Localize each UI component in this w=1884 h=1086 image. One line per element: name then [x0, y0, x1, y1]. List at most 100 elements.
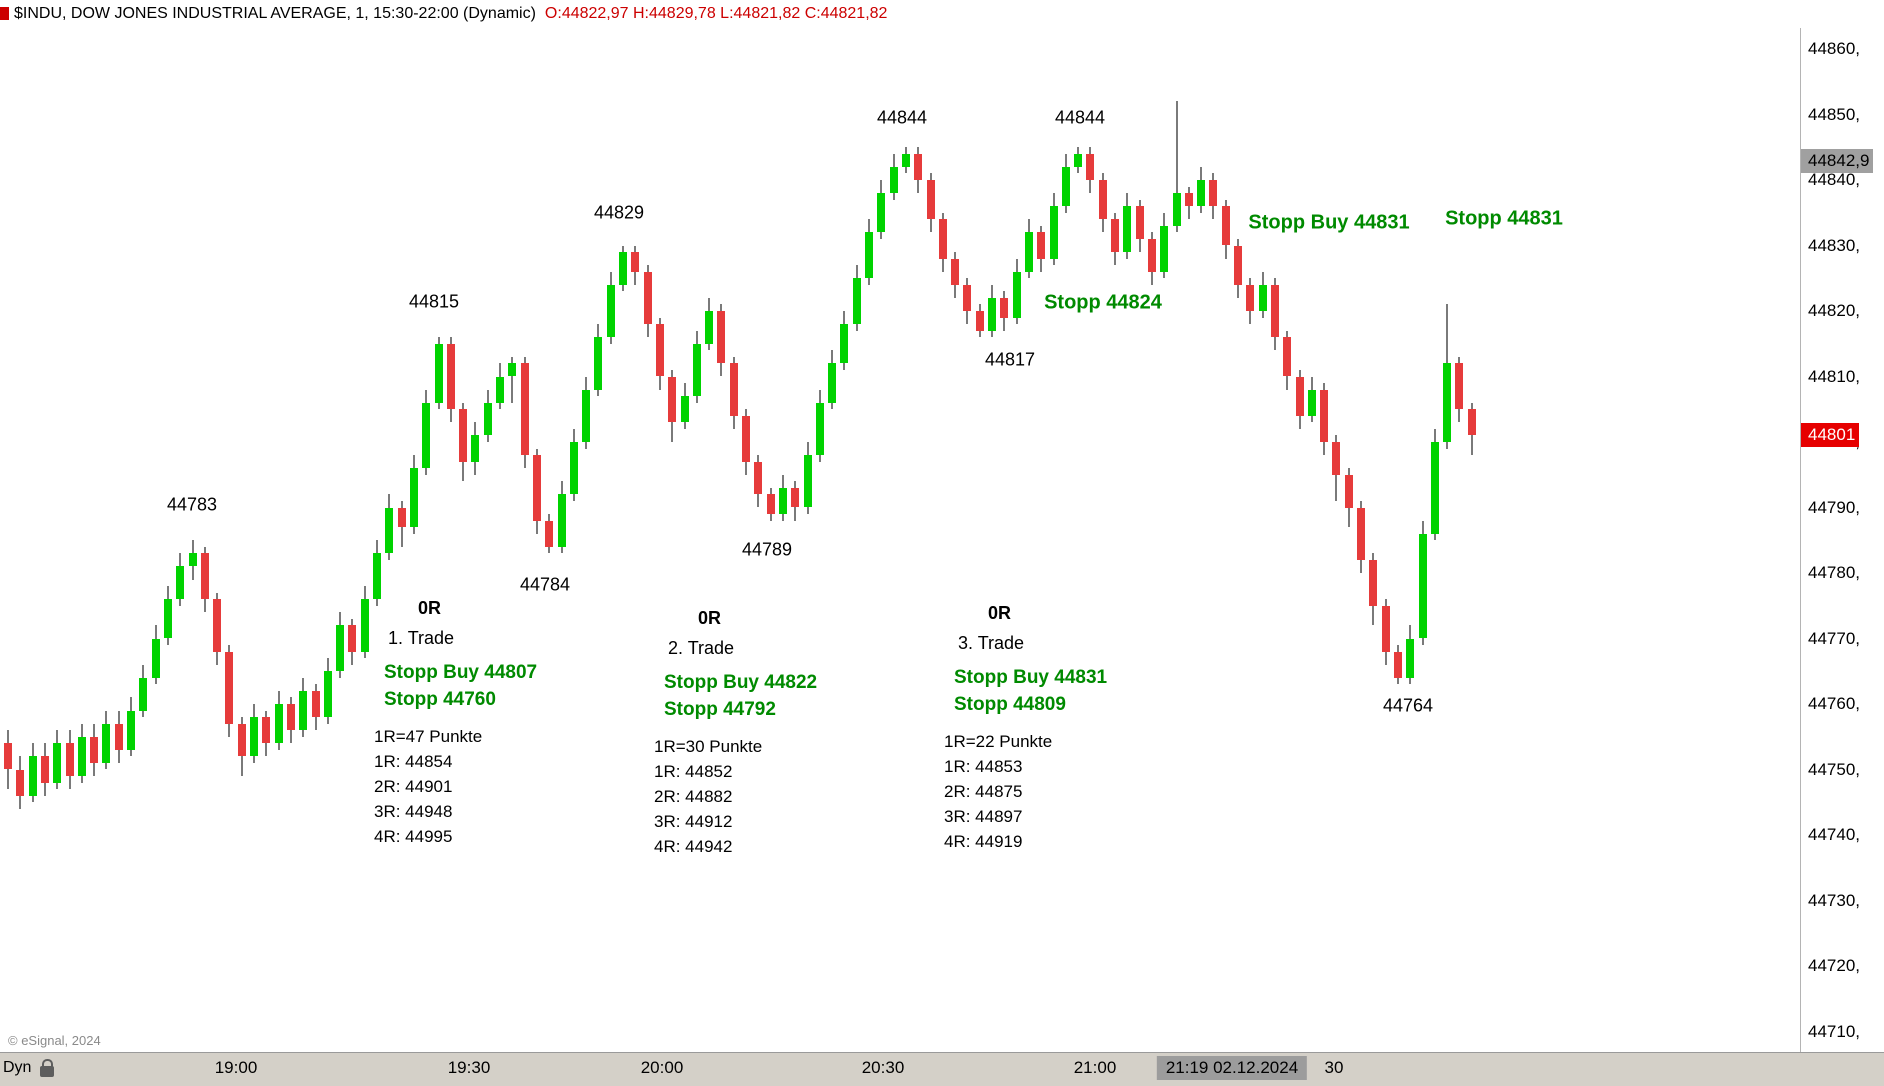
candle-body — [397, 507, 406, 528]
candle-body — [1197, 180, 1206, 207]
price-axis-label: 44750, — [1808, 759, 1860, 779]
target-label: 2R: 44901 — [374, 777, 453, 796]
chart-pane[interactable]: © eSignal, 2024 44783 44815 44829 44784 4484… — [0, 0, 1800, 1053]
target-label: 2R: 44882 — [654, 787, 733, 806]
candle-body — [1332, 442, 1341, 475]
target-label: 1R: 44854 — [374, 752, 453, 771]
candle-body — [1000, 297, 1009, 318]
candle-body — [1135, 206, 1144, 239]
candle-body — [852, 278, 861, 325]
candle-body — [323, 671, 332, 718]
trade-block[interactable]: 0R 2. Trade Stopp Buy 44822 Stopp 44792 1R=3… — [650, 608, 817, 857]
candle-body — [16, 769, 25, 796]
price-axis-label: 44740, — [1808, 825, 1860, 844]
candle-body — [705, 311, 714, 344]
candle-body — [127, 710, 135, 750]
candle-body — [569, 442, 578, 495]
price-annotation[interactable]: 44844 — [1054, 107, 1106, 128]
candle-body — [446, 343, 455, 410]
candle-body — [778, 487, 787, 515]
price-annotation[interactable]: 44764 — [1382, 695, 1434, 716]
reference-price-box: 44842,9 — [1801, 149, 1874, 173]
candle-body — [975, 311, 984, 331]
candle-body — [237, 723, 246, 757]
candle-body — [1086, 153, 1095, 180]
candle-body — [1295, 376, 1304, 416]
candle-body — [53, 743, 62, 783]
trade-block[interactable]: 0R 3. Trade Stopp Buy 44831 Stopp 44809 1R=2… — [940, 603, 1107, 852]
candle-body — [742, 415, 750, 462]
candle-body — [373, 553, 381, 600]
candle-body — [471, 435, 480, 462]
candle-body — [1061, 166, 1070, 207]
candle-body — [692, 343, 701, 397]
candle-body — [1049, 206, 1058, 259]
candle-body — [643, 271, 652, 325]
candle-body — [1209, 180, 1218, 207]
price-annotation[interactable]: 44815 — [408, 291, 460, 312]
candle-body — [803, 455, 812, 508]
candle-body — [631, 252, 640, 272]
stop-label: Stopp 44760 — [384, 689, 496, 710]
price-annotation[interactable]: 44844 — [876, 107, 928, 128]
time-axis[interactable]: Dyn 19:00 19:30 20:00 20:30 21:00 21:19 02.12… — [0, 1052, 1884, 1086]
candle-body — [594, 337, 603, 390]
candle-body — [1160, 225, 1169, 272]
candle-body — [1467, 409, 1476, 436]
stop-annotation[interactable]: Stopp Buy 44831 — [1248, 211, 1410, 234]
candle-body — [766, 494, 775, 515]
candle-body — [901, 153, 910, 167]
price-annotation[interactable]: 44817 — [984, 349, 1036, 370]
target-label: 3R: 44912 — [654, 812, 733, 831]
trade-block[interactable]: 0R 1. Trade Stopp Buy 44807 Stopp 44760 1R=4… — [370, 598, 537, 847]
price-axis-label: 44840, — [1808, 170, 1860, 189]
target-label: 4R: 44919 — [944, 832, 1023, 851]
candle-body — [545, 520, 554, 547]
price-annotation[interactable]: 44789 — [741, 539, 793, 560]
candle-body — [1443, 363, 1452, 442]
price-axis[interactable]: 44860, 44850, 44840, 44830, 44820, 44810, 4480… — [1800, 0, 1884, 1053]
price-annotation[interactable]: 44829 — [593, 202, 645, 223]
candle-body — [274, 704, 283, 744]
candle-body — [348, 625, 357, 652]
candle-body — [1172, 193, 1181, 226]
price-axis-label: 44730, — [1808, 890, 1860, 910]
price-annotation[interactable]: 44784 — [519, 574, 571, 595]
candle-body — [409, 468, 418, 528]
trade-number-label: 3. Trade — [958, 633, 1025, 653]
target-label: 3R: 44948 — [374, 802, 453, 821]
price-axis-label: 44830, — [1808, 235, 1860, 255]
price-axis-label: 44770, — [1808, 628, 1860, 648]
trade-0r-label: 0R — [698, 608, 722, 628]
current-time-box: 21:19 02.12.2024 — [1156, 1056, 1308, 1080]
candle-body — [877, 193, 886, 233]
candle-body — [532, 455, 541, 521]
stop-annotation[interactable]: Stopp 44831 — [1445, 207, 1563, 230]
stop-buy-label: Stopp Buy 44822 — [664, 672, 818, 693]
target-label: 4R: 44942 — [654, 837, 733, 856]
price-axis-label: 44780, — [1808, 563, 1860, 582]
dyn-button[interactable]: Dyn — [3, 1059, 32, 1076]
price-axis-label: 44850, — [1808, 104, 1860, 124]
candle-body — [1184, 193, 1193, 207]
stop-label: Stopp 44809 — [954, 694, 1066, 715]
candle-body — [668, 376, 677, 423]
candle-body — [225, 651, 234, 724]
candle-body — [889, 166, 898, 194]
stop-annotation[interactable]: Stopp 44824 — [1044, 291, 1162, 314]
lock-icon[interactable] — [40, 1059, 54, 1077]
time-axis-label: 19:30 — [447, 1058, 491, 1077]
candle-body — [1430, 442, 1439, 534]
stop-buy-label: Stopp Buy 44807 — [384, 662, 538, 683]
candle-body — [1123, 206, 1132, 253]
candle-wick — [511, 356, 514, 403]
price-axis-label: 44710, — [1808, 1021, 1860, 1041]
candle-body — [250, 717, 258, 757]
candle-body — [151, 638, 160, 678]
candle-body — [40, 756, 49, 783]
candle-body — [1369, 559, 1378, 606]
candle-body — [1098, 180, 1107, 220]
candle-body — [926, 180, 935, 220]
candle-body — [90, 736, 99, 763]
price-annotation[interactable]: 44783 — [166, 494, 218, 515]
